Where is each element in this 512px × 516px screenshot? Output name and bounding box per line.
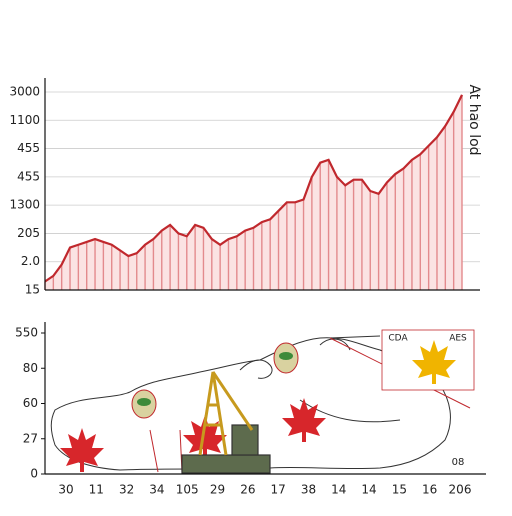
- x-tick-label: 11: [89, 483, 104, 497]
- oil-derrick: [181, 371, 271, 474]
- y-tick-label: 80: [23, 361, 38, 375]
- x-tick-label: 17: [271, 483, 286, 497]
- annotation: CDA: [388, 334, 408, 344]
- y-tick-label: 1100: [9, 113, 40, 127]
- x-tick-label: 30: [58, 483, 73, 497]
- x-tick-label: 105: [176, 483, 199, 497]
- x-tick-label: 34: [149, 483, 164, 497]
- annotation: 08: [452, 457, 465, 468]
- x-tick-label: 32: [119, 483, 134, 497]
- x-tick-label: 16: [422, 483, 437, 497]
- annotation: AES: [449, 334, 467, 344]
- y-tick-label: 455: [17, 141, 40, 155]
- y-tick-label: 60: [23, 396, 38, 410]
- x-tick-label: 38: [301, 483, 316, 497]
- y-tick-label: 27: [23, 431, 38, 445]
- y-axis-label: At hao lod: [466, 84, 482, 155]
- y-tick-label: 550: [15, 326, 38, 340]
- x-tick-label: 26: [240, 483, 255, 497]
- area-fill: [45, 94, 462, 290]
- y-tick-label: 1300: [9, 198, 40, 212]
- x-tick-label: 15: [392, 483, 407, 497]
- y-tick-label: 455: [17, 169, 40, 183]
- y-tick-label: 205: [17, 226, 40, 240]
- y-tick-label: 2.0: [21, 254, 40, 268]
- x-tick-label: 206: [449, 483, 472, 497]
- y-tick-label: 0: [30, 467, 38, 481]
- line: [44, 94, 463, 283]
- y-tick-label: 15: [25, 283, 40, 297]
- x-tick-label: 14: [331, 483, 346, 497]
- x-tick-label: 14: [361, 483, 376, 497]
- pins: [131, 342, 299, 419]
- y-tick-label: 3000: [9, 85, 40, 99]
- x-tick-label: 29: [210, 483, 225, 497]
